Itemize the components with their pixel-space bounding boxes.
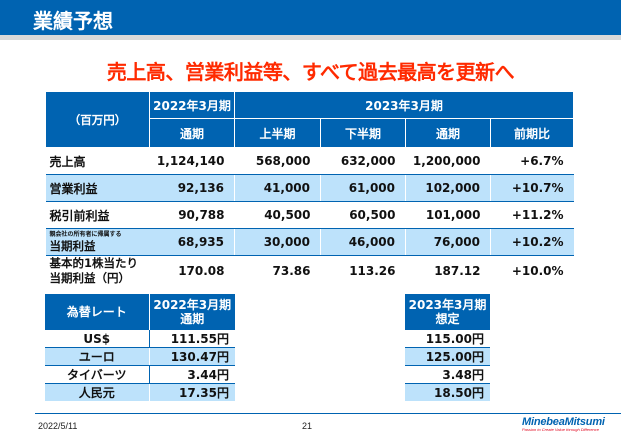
row-label-eps-line2: 当期利益（円） bbox=[49, 271, 131, 285]
cell: 102,000 bbox=[405, 174, 491, 202]
fx-table-fy2022: 為替レート 2022年3月期 通期 US$ 111.55円 ユーロ 130.47… bbox=[45, 294, 235, 401]
table-row: 売上高 1,124,140 568,000 632,000 1,200,000 … bbox=[45, 147, 574, 175]
fx-row: 人民元 17.35円 bbox=[45, 383, 235, 401]
fx-rate: 3.44円 bbox=[149, 365, 235, 384]
fx-header-fy2022-line2: 通期 bbox=[180, 312, 205, 326]
subheader-fy2022-full: 通期 bbox=[149, 118, 235, 148]
cell: 60,500 bbox=[320, 201, 406, 229]
table-row: 営業利益 92,136 41,000 61,000 102,000 +10.7% bbox=[45, 174, 574, 202]
fx-row: 125.00円 bbox=[405, 347, 490, 366]
fx-currency: ユーロ bbox=[45, 347, 150, 366]
cell: 40,500 bbox=[234, 201, 321, 229]
fx-row: ユーロ 130.47円 bbox=[45, 347, 235, 366]
fx-currency: タイバーツ bbox=[45, 365, 150, 384]
row-label-net-sales: 売上高 bbox=[45, 147, 150, 175]
table-row: 税引前利益 90,788 40,500 60,500 101,000 +11.2… bbox=[45, 201, 574, 229]
fx-header-fy2022: 2022年3月期 通期 bbox=[149, 294, 235, 330]
title-bar: 業績予想 bbox=[0, 0, 621, 35]
cell: 76,000 bbox=[405, 228, 491, 256]
fx-row: 18.50円 bbox=[405, 383, 490, 401]
cell: +10.0% bbox=[511, 264, 564, 278]
cell: 632,000 bbox=[320, 147, 406, 175]
cell: +10.2% bbox=[490, 228, 574, 256]
page-title: 業績予想 bbox=[33, 9, 113, 33]
cell: 41,000 bbox=[234, 174, 321, 202]
fx-row: 3.48円 bbox=[405, 365, 490, 384]
logo-tagline: Passion to Create Value through Differen… bbox=[522, 427, 600, 432]
fx-rate: 18.50円 bbox=[405, 383, 490, 401]
row-label-net-income-main: 当期利益 bbox=[49, 238, 96, 253]
row-label-pretax-income: 税引前利益 bbox=[45, 201, 150, 229]
cell: 113.26 bbox=[349, 264, 396, 278]
fx-rate: 115.00円 bbox=[405, 330, 490, 348]
row-label-net-income: 親会社の所有者に帰属する 当期利益 bbox=[45, 228, 150, 256]
forecast-table: （百万円） 2022年3月期 2023年3月期 通期 上半期 下半期 通期 前期… bbox=[45, 91, 574, 286]
fy2022-header: 2022年3月期 bbox=[149, 91, 235, 119]
cell: 90,788 bbox=[149, 201, 235, 229]
row-label-eps: 基本的1株当たり 当期利益（円） bbox=[46, 256, 150, 287]
cell: 568,000 bbox=[234, 147, 321, 175]
title-divider bbox=[0, 35, 621, 40]
fx-table-fy2023: 2023年3月期 想定 115.00円 125.00円 3.48円 18.50円 bbox=[405, 294, 490, 401]
page-number: 21 bbox=[302, 421, 313, 431]
fx-header-label: 為替レート bbox=[45, 294, 150, 330]
table-row: 基本的1株当たり 当期利益（円） 170.08 73.86 113.26 187… bbox=[46, 256, 574, 287]
subheader-second-half: 下半期 bbox=[320, 118, 406, 148]
cell: 1,200,000 bbox=[405, 147, 491, 175]
fx-currency: 人民元 bbox=[45, 383, 150, 401]
fx-header-fy2023: 2023年3月期 想定 bbox=[405, 294, 490, 330]
fx-rate: 3.48円 bbox=[405, 365, 490, 384]
table-row: 親会社の所有者に帰属する 当期利益 68,935 30,000 46,000 7… bbox=[45, 228, 574, 256]
subheader-fy2023-full: 通期 bbox=[405, 118, 491, 148]
fx-row: US$ 111.55円 bbox=[45, 330, 235, 348]
row-label-net-income-prefix: 親会社の所有者に帰属する bbox=[49, 230, 122, 238]
fx-header-fy2023-line1: 2023年3月期 bbox=[408, 298, 487, 312]
headline: 売上高、営業利益等、すべて過去最高を更新へ bbox=[106, 60, 515, 84]
subheader-first-half: 上半期 bbox=[234, 118, 321, 148]
cell: +10.7% bbox=[490, 174, 574, 202]
logo-wordmark: MinebeaMitsumi bbox=[522, 416, 605, 428]
cell: 30,000 bbox=[234, 228, 321, 256]
fx-rate: 125.00円 bbox=[405, 347, 490, 366]
subheader-yoy: 前期比 bbox=[490, 118, 574, 148]
cell: 68,935 bbox=[149, 228, 235, 256]
cell: +6.7% bbox=[490, 147, 574, 175]
row-label-operating-income: 営業利益 bbox=[45, 174, 150, 202]
cell: 1,124,140 bbox=[149, 147, 235, 175]
fx-currency: US$ bbox=[45, 330, 150, 348]
cell: +11.2% bbox=[490, 201, 574, 229]
fx-rate: 130.47円 bbox=[149, 347, 235, 366]
fx-rate: 111.55円 bbox=[149, 330, 235, 348]
cell: 170.08 bbox=[178, 264, 225, 278]
footer-divider bbox=[35, 413, 621, 414]
company-logo: MinebeaMitsumi Passion to Create Value t… bbox=[522, 416, 605, 432]
cell: 92,136 bbox=[149, 174, 235, 202]
cell: 73.86 bbox=[272, 264, 311, 278]
cell: 187.12 bbox=[434, 264, 481, 278]
cell: 61,000 bbox=[320, 174, 406, 202]
fx-row: 115.00円 bbox=[405, 330, 490, 348]
footer-date: 2022/5/11 bbox=[38, 421, 78, 431]
fx-row: タイバーツ 3.44円 bbox=[45, 365, 235, 384]
fx-rate: 17.35円 bbox=[149, 383, 235, 401]
cell: 101,000 bbox=[405, 201, 491, 229]
unit-header: （百万円） bbox=[45, 91, 150, 148]
fy2023-header: 2023年3月期 bbox=[234, 91, 574, 119]
fx-header-fy2022-line1: 2022年3月期 bbox=[153, 298, 232, 312]
cell: 46,000 bbox=[320, 228, 406, 256]
fx-header-fy2023-line2: 想定 bbox=[435, 312, 460, 326]
row-label-eps-line1: 基本的1株当たり bbox=[49, 256, 139, 270]
